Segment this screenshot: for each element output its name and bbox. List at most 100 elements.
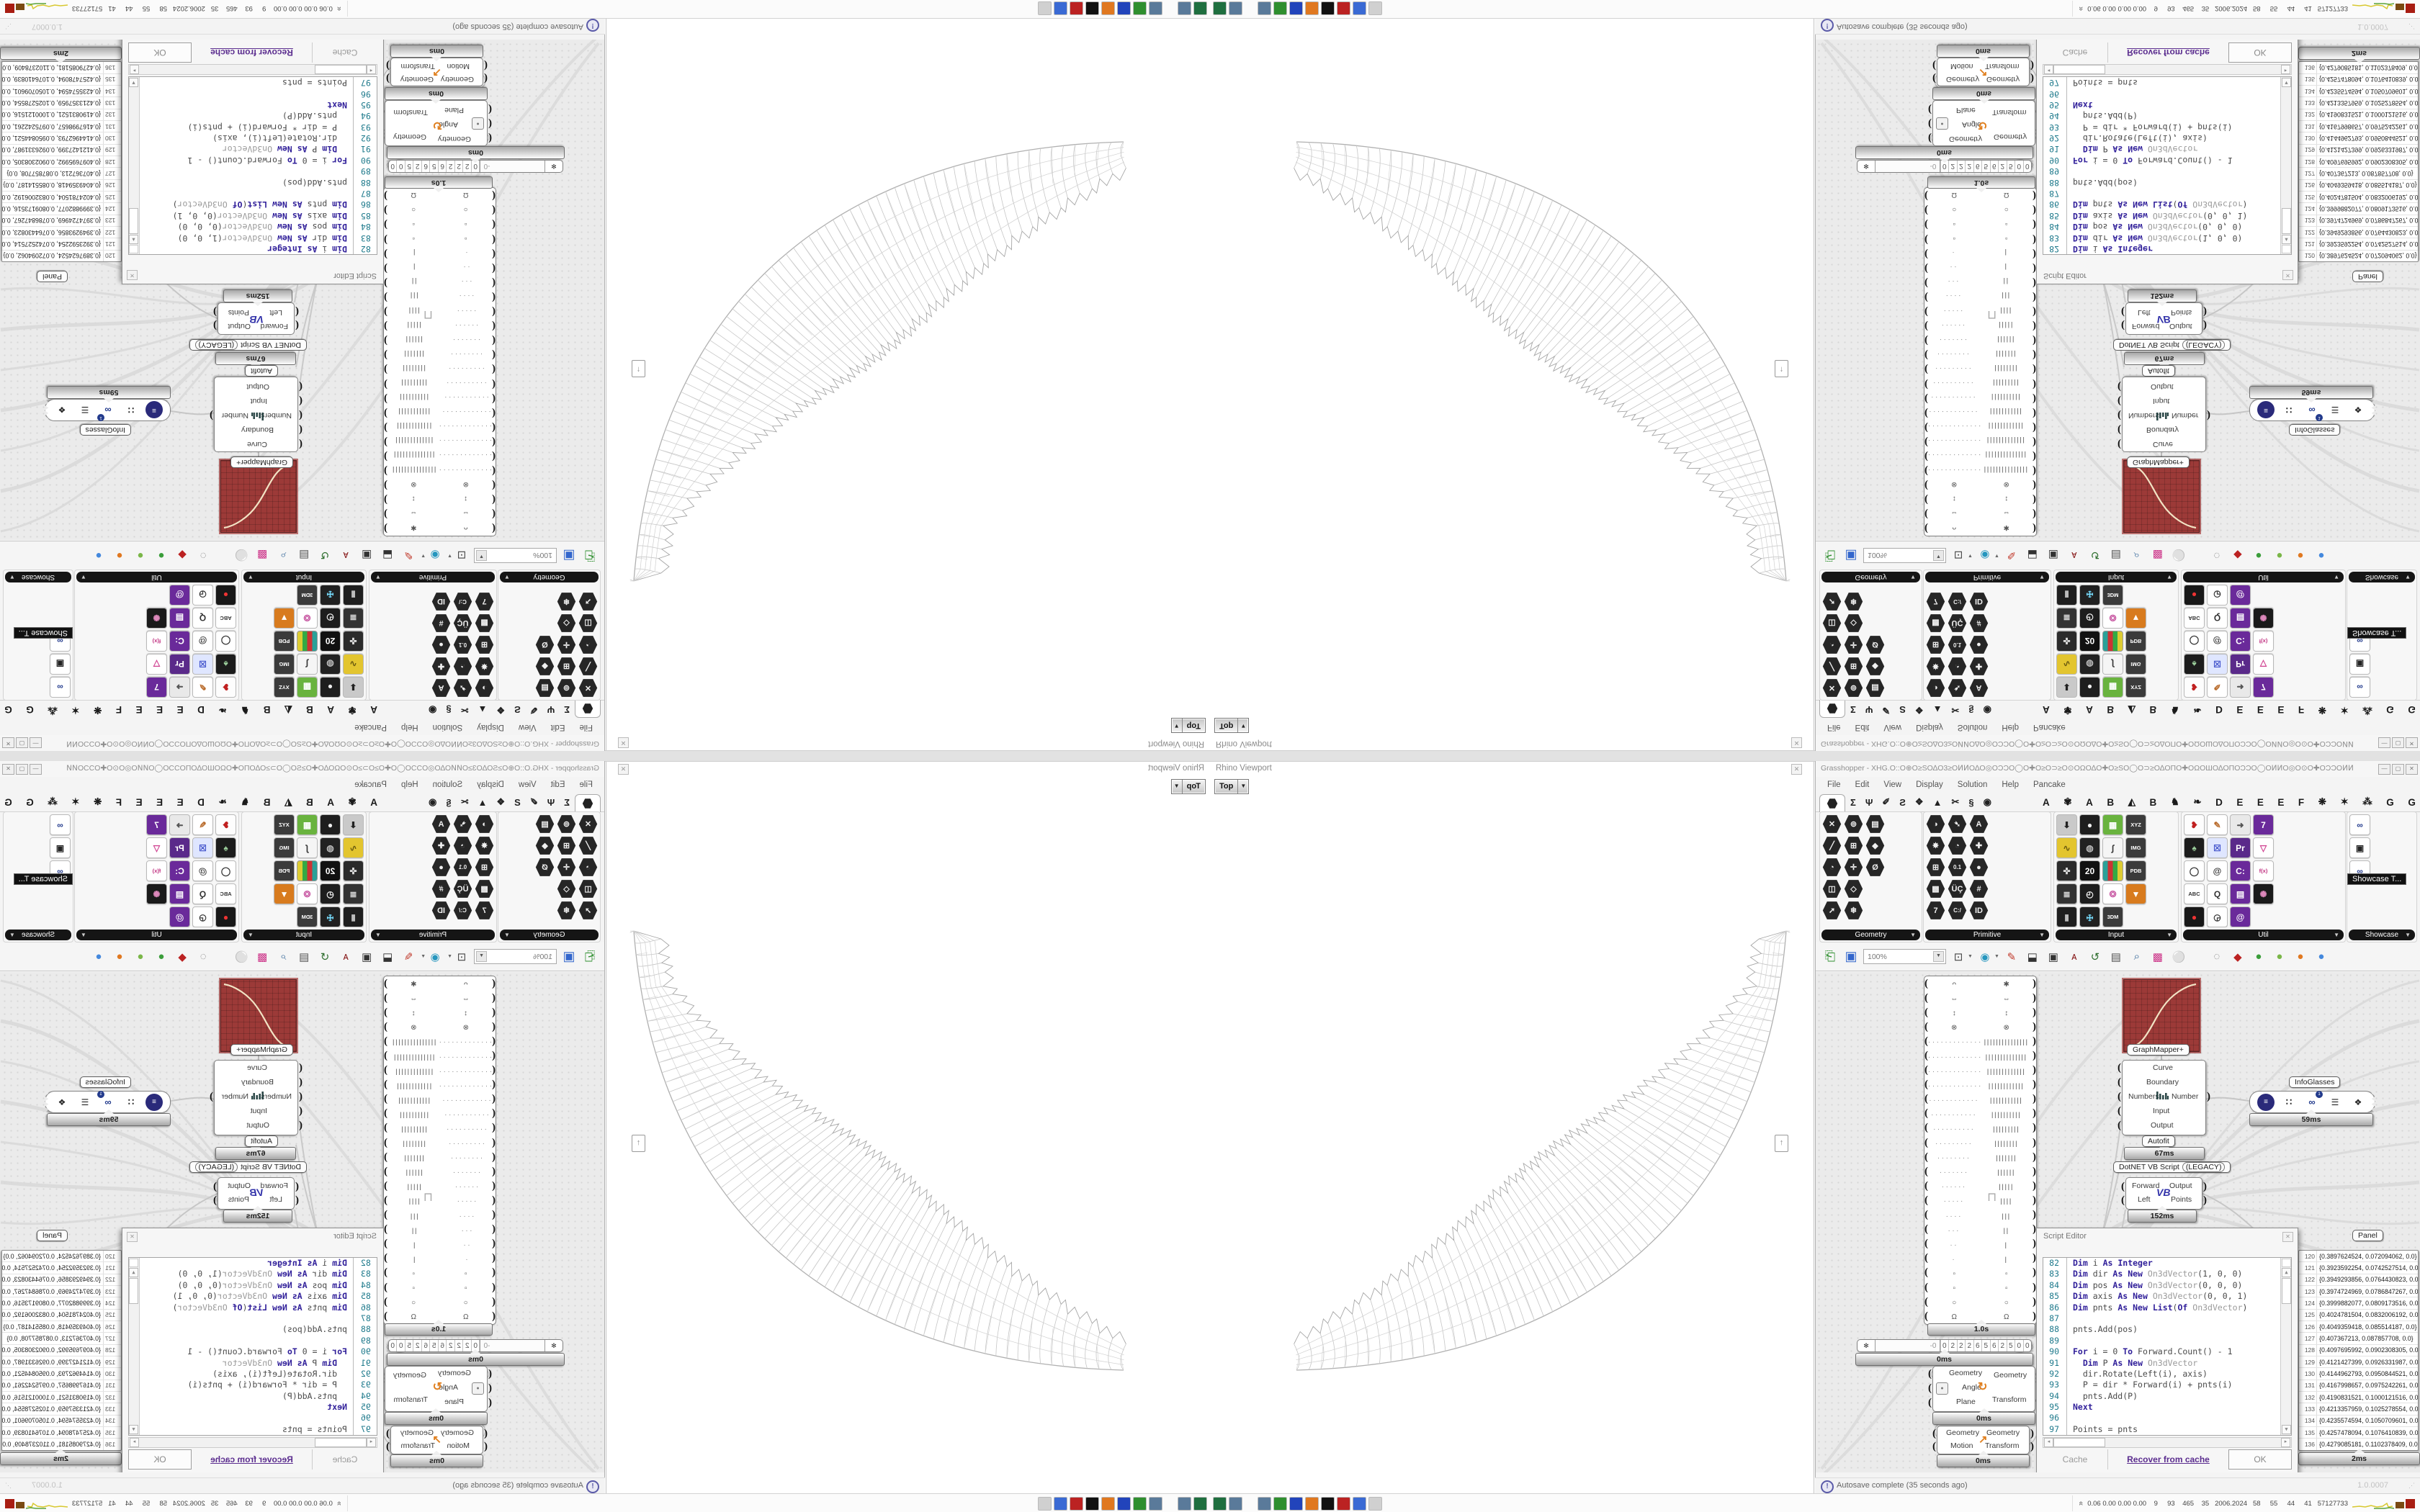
param-hook[interactable]: ( [492, 1310, 496, 1322]
up-arrow-widget[interactable]: ↑ [1775, 360, 1788, 377]
cache-button[interactable]: Cache [312, 1449, 377, 1470]
component-icon[interactable]: Pr [2230, 837, 2251, 858]
goggles-icon[interactable]: ∞ 1 [2303, 1091, 2323, 1111]
component-icon[interactable]: ⬇ [343, 677, 364, 698]
param-hook[interactable]: ) [384, 1209, 387, 1221]
menu-item-edit[interactable]: Edit [550, 780, 565, 789]
component-icon[interactable]: # [1969, 613, 1989, 633]
param-hook[interactable]: ( [1932, 60, 1936, 71]
close-button[interactable]: ✕ [2, 764, 14, 775]
tab-plugin-0[interactable]: A [370, 704, 377, 716]
component-icon[interactable]: ◔ [1822, 858, 1842, 876]
component-icon[interactable]: ⬇ [2056, 814, 2077, 835]
close-icon[interactable]: ✕ [2282, 270, 2293, 280]
rhino-viewport[interactable]: Rhino Viewport ✕ Top ▼ ↑ [606, 19, 1210, 750]
param-hook[interactable]: ( [492, 508, 496, 521]
tab-plugin-3[interactable]: B [305, 796, 313, 808]
component-icon[interactable]: ✕ [578, 814, 598, 834]
toolbar-icon-9[interactable]: ▩ [257, 950, 268, 963]
param-hook[interactable]: ) [384, 204, 387, 217]
panel-component[interactable]: 120 {0.3897624524, 0.072094062, 0.0} 121 {0… [1, 61, 122, 262]
component-icon[interactable]: ❥ [215, 677, 236, 698]
tab-standard-7[interactable]: § [1968, 796, 1974, 808]
scroll-left-icon[interactable]: ◂ [2044, 1438, 2053, 1447]
scroll-up-icon[interactable]: ▲ [2282, 1268, 2291, 1277]
component-icon[interactable]: A [1969, 815, 1989, 833]
tab-plugin-14[interactable]: ✶ [2340, 705, 2349, 716]
param-hook[interactable]: ( [492, 1223, 496, 1236]
toolbar-icon-8[interactable]: ⌕ [279, 549, 287, 562]
minimize-button[interactable]: — [30, 764, 42, 775]
toolbar-icon-11[interactable]: ◌ [2213, 549, 2220, 562]
digit-cell[interactable]: 6 [422, 1340, 431, 1351]
taskbar-app-icon[interactable] [1368, 1, 1382, 15]
tab-plugin-2[interactable]: A [327, 796, 334, 808]
param-hook[interactable]: ( [299, 438, 302, 450]
digit-cell[interactable]: 6 [422, 161, 431, 172]
tab-plugin-4[interactable]: ◭ [2128, 796, 2136, 807]
param-hook[interactable]: ( [484, 60, 488, 71]
scroll-thumb[interactable] [315, 1438, 367, 1447]
close-icon[interactable]: ✕ [127, 1232, 138, 1242]
tall-list-component[interactable]: (ᴖ✱)(⇔⇔)(↕↕)(⊗⊗)(················|||||||… [1924, 187, 2037, 536]
panel-label-input[interactable]: Input ▼ [2056, 930, 2177, 940]
rhino-viewport[interactable]: Rhino Viewport ✕ Top ▼ ↑ [606, 762, 1210, 1493]
component-icon[interactable]: ➚ [1822, 592, 1842, 611]
component-icon[interactable]: ⊞ [1926, 858, 1945, 876]
param-hook[interactable]: ) [384, 436, 387, 448]
menu-item-pancake[interactable]: Pancake [2033, 780, 2066, 789]
panel-label-showcase[interactable]: Showcase ▼ [2349, 930, 2415, 940]
record-toggle[interactable]: ● [472, 117, 484, 130]
param-hook[interactable]: ) [2033, 1122, 2036, 1134]
component-icon[interactable]: IMG [274, 654, 295, 675]
chevron-down-icon[interactable]: ▼ [504, 574, 510, 580]
taskbar-app-icon[interactable] [1258, 1, 1271, 15]
param-hook[interactable]: ) [213, 320, 217, 331]
param-hook[interactable]: ( [492, 1165, 496, 1177]
param-hook[interactable]: ( [484, 73, 488, 84]
param-hook[interactable]: ( [2118, 438, 2121, 450]
menu-item-view[interactable]: View [518, 780, 537, 789]
param-hook[interactable]: ( [492, 392, 496, 405]
param-hook[interactable]: ) [2033, 1151, 2036, 1163]
component-icon[interactable]: ◴ [320, 883, 341, 904]
param-hook[interactable]: ( [2118, 410, 2121, 421]
component-icon[interactable]: XYZ [274, 814, 295, 835]
component-icon[interactable]: ABC [2184, 883, 2205, 904]
tab-plugin-13[interactable]: ❋ [94, 796, 102, 807]
move-component[interactable]: Geometry(Motion(Geometry) Transform) ↗ [386, 58, 488, 86]
component-icon[interactable]: ➴ [1948, 815, 1967, 833]
chevron-down-icon[interactable]: ▼ [2039, 574, 2045, 580]
up-arrow-widget[interactable]: ↑ [632, 1135, 645, 1152]
param-hook[interactable]: ) [386, 73, 390, 84]
graphmapper-component[interactable] [2123, 979, 2200, 1052]
digit-cell[interactable]: 0 [2015, 1340, 2023, 1351]
param-hook[interactable]: ) [384, 276, 387, 289]
grasshopper-titlebar[interactable]: Grasshopper - XHG.O::O⊕O≥SO∆O3≥OͶͶO∆O◎OƆ… [1816, 761, 2420, 777]
cache-button[interactable]: Cache [312, 42, 377, 63]
param-hook[interactable]: ( [2118, 1076, 2121, 1088]
component-icon[interactable]: ✺ [146, 883, 167, 904]
rotate-component[interactable]: Geometry(Angle(Plane(Geometry Transform ● ↻ [1928, 1366, 2035, 1412]
param-hook[interactable]: ( [492, 1266, 496, 1279]
tab-params[interactable] [1819, 794, 1845, 812]
vertical-scrollbar[interactable]: ▲ ▼ [129, 1258, 140, 1435]
param-hook[interactable]: ) [384, 306, 387, 318]
component-icon[interactable]: ◑ [475, 814, 494, 834]
record-toggle[interactable]: ● [1936, 117, 1948, 130]
component-icon[interactable]: ⊚ [557, 678, 576, 698]
component-icon[interactable]: ◍ [2079, 837, 2100, 858]
panel-label-primitive[interactable]: Primitive ▼ [371, 572, 495, 582]
param-hook[interactable]: ( [492, 276, 496, 289]
tab-standard-4[interactable]: ❖ [1914, 705, 1924, 716]
archive-icon[interactable]: ☰ [2331, 405, 2339, 415]
param-hook[interactable]: ( [492, 407, 496, 419]
component-icon[interactable]: ♠ [2184, 654, 2205, 675]
tab-plugin-3[interactable]: B [305, 704, 313, 716]
menu-item-file[interactable]: File [1827, 780, 1841, 789]
component-icon[interactable]: ▩ [475, 613, 494, 633]
taskbar-app-icon[interactable] [1289, 1, 1303, 15]
tab-plugin-8[interactable]: D [2215, 796, 2223, 808]
component-icon[interactable]: ◔ [1948, 837, 1967, 855]
cache-button[interactable]: Cache [2043, 42, 2108, 63]
